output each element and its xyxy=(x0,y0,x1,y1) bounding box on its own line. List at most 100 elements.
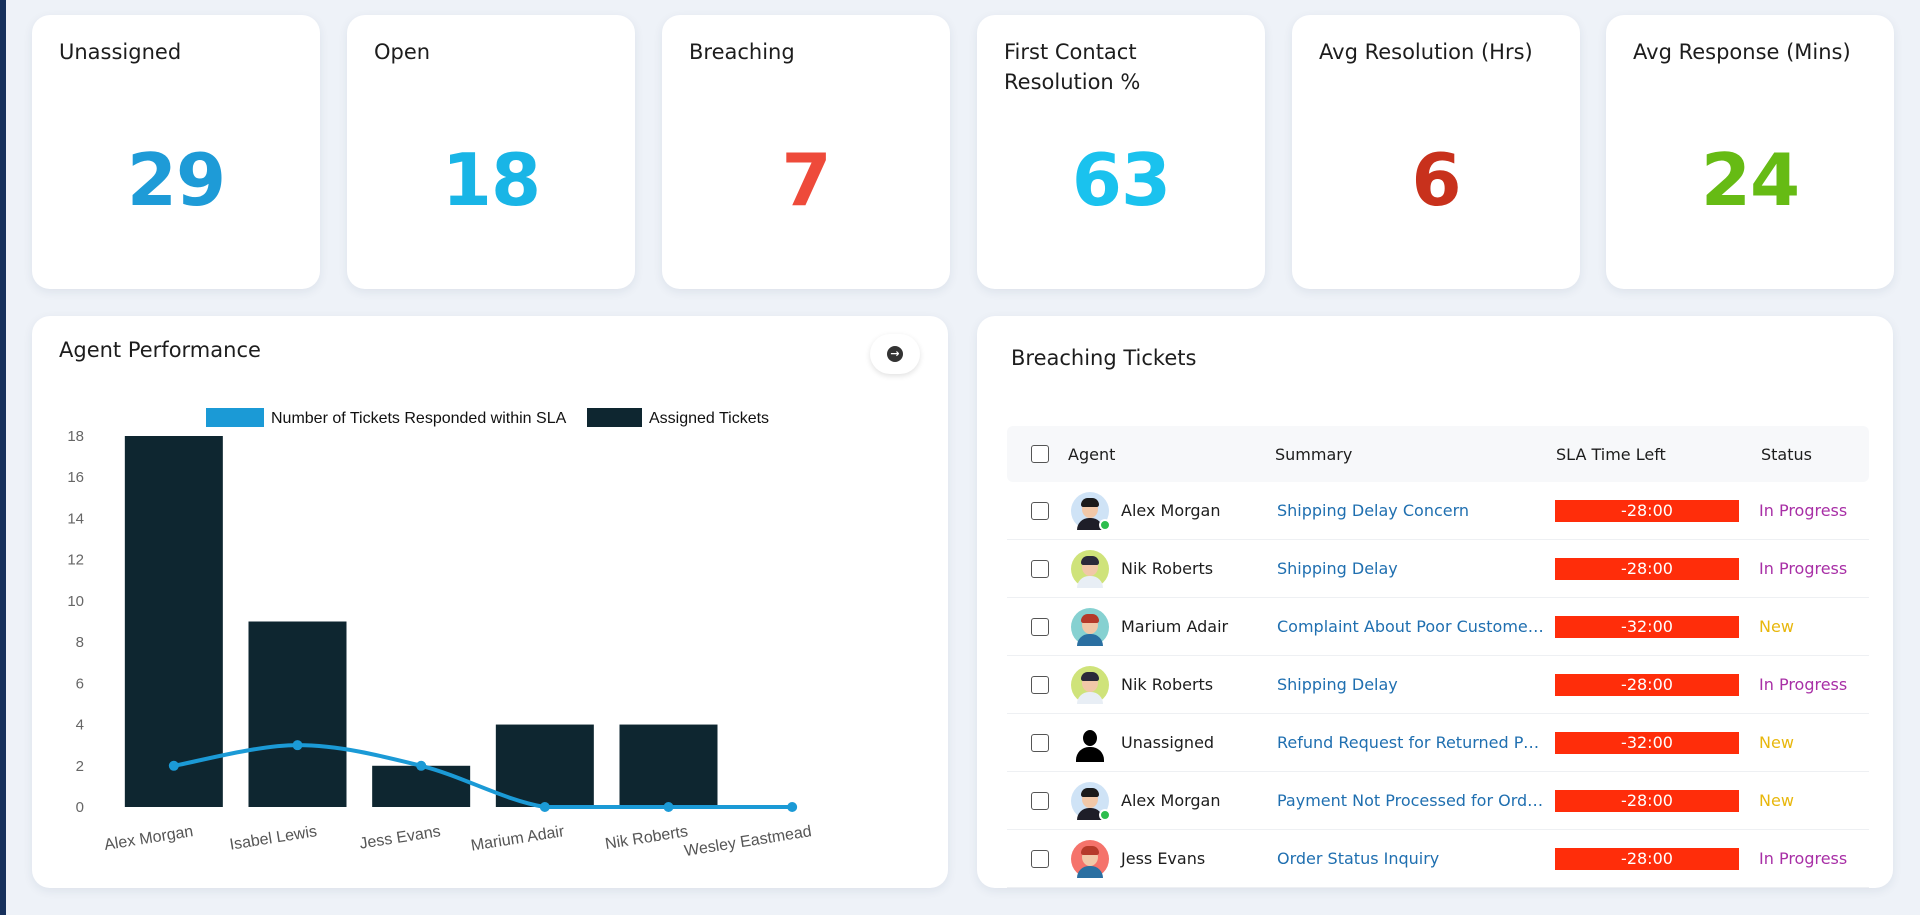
kpi-card-first-contact-resolution[interactable]: First Contact Resolution % 63 xyxy=(977,15,1265,289)
x-tick-label: Alex Morgan xyxy=(103,823,194,854)
kpi-title: Breaching xyxy=(689,40,795,64)
avatar xyxy=(1071,549,1109,588)
kpi-title: First Contact Resolution % xyxy=(1004,40,1141,94)
ticket-summary-link[interactable]: Complaint About Poor Customer... xyxy=(1277,617,1545,636)
row-checkbox[interactable] xyxy=(1031,675,1049,694)
agent-name: Unassigned xyxy=(1121,733,1215,752)
y-tick-label: 16 xyxy=(67,469,84,486)
row-checkbox[interactable] xyxy=(1031,559,1049,578)
ticket-summary-link[interactable]: Shipping Delay xyxy=(1277,675,1398,694)
line-sla-responses xyxy=(173,743,793,809)
kpi-value: 18 xyxy=(441,138,541,222)
bar-assigned-tickets xyxy=(124,436,223,807)
sla-time-left-badge: -32:00 xyxy=(1555,615,1739,638)
x-tick-label: Wesley Eastmead xyxy=(683,823,813,860)
online-status-icon xyxy=(1099,518,1111,531)
ticket-summary-link[interactable]: Shipping Delay Concern xyxy=(1277,501,1470,520)
header-agent[interactable]: Agent xyxy=(1068,444,1116,464)
header-status[interactable]: Status xyxy=(1761,444,1812,464)
legend-label-assigned: Assigned Tickets xyxy=(649,410,769,427)
ticket-summary-link[interactable]: Order Status Inquiry xyxy=(1277,849,1440,868)
table-row[interactable]: Alex Morgan Payment Not Processed for Ord… xyxy=(1007,772,1869,830)
left-nav-strip xyxy=(0,0,6,915)
agent-name: Nik Roberts xyxy=(1121,675,1214,694)
y-tick-label: 2 xyxy=(76,758,84,775)
ticket-summary-link[interactable]: Shipping Delay xyxy=(1277,559,1398,578)
agent-name: Jess Evans xyxy=(1121,849,1206,868)
y-tick-label: 10 xyxy=(67,593,84,610)
table-row[interactable]: Unassigned Refund Request for Returned Pr… xyxy=(1007,714,1869,772)
ticket-summary-link[interactable]: Payment Not Processed for Orde... xyxy=(1277,791,1545,810)
status-badge: New xyxy=(1759,791,1794,810)
y-tick-label: 4 xyxy=(76,717,84,734)
kpi-card-avg-resolution[interactable]: Avg Resolution (Hrs) 6 xyxy=(1292,15,1580,289)
kpi-card-open[interactable]: Open 18 xyxy=(347,15,635,289)
ticket-summary-link[interactable]: Refund Request for Returned Pro... xyxy=(1277,733,1545,752)
avatar xyxy=(1071,491,1111,531)
sla-time-left-badge: -28:00 xyxy=(1555,789,1739,812)
agent-name: Marium Adair xyxy=(1121,617,1229,636)
status-badge: In Progress xyxy=(1759,675,1848,694)
agent-name: Alex Morgan xyxy=(1121,791,1221,810)
kpi-value: 24 xyxy=(1700,138,1800,222)
select-all-checkbox[interactable] xyxy=(1031,445,1049,463)
kpi-card-breaching[interactable]: Breaching 7 xyxy=(662,15,950,289)
table-row[interactable]: Nik Roberts Shipping Delay -28:00 In Progre… xyxy=(1007,540,1869,598)
bar-assigned-tickets xyxy=(495,724,594,807)
kpi-title: Avg Resolution (Hrs) xyxy=(1319,40,1533,64)
table-row[interactable]: Alex Morgan Shipping Delay Concern -28:00 I… xyxy=(1007,482,1869,540)
row-checkbox[interactable] xyxy=(1031,733,1049,752)
sla-time-left-badge: -28:00 xyxy=(1555,673,1739,696)
avatar xyxy=(1071,781,1111,821)
sla-time-left-badge: -28:00 xyxy=(1555,557,1739,580)
status-badge: New xyxy=(1759,733,1794,752)
avatar xyxy=(1071,723,1109,762)
table-row[interactable]: Jess Evans Order Status Inquiry -28:00 In P… xyxy=(1007,830,1869,888)
y-tick-label: 0 xyxy=(76,799,84,816)
row-checkbox[interactable] xyxy=(1031,849,1049,868)
line-point-sla xyxy=(539,802,550,812)
line-point-sla xyxy=(416,760,427,771)
legend-swatch-assigned xyxy=(587,408,642,427)
agent-performance-panel: Agent Performance → Number of Tickets Re… xyxy=(32,316,948,888)
y-tick-label: 6 xyxy=(76,675,84,692)
bar-assigned-tickets xyxy=(372,765,471,807)
agent-name: Nik Roberts xyxy=(1121,559,1214,578)
bar-assigned-tickets xyxy=(619,724,718,807)
table-header: Agent Summary SLA Time Left Status xyxy=(1007,426,1869,482)
header-sla[interactable]: SLA Time Left xyxy=(1556,444,1666,464)
sla-time-left-badge: -28:00 xyxy=(1555,847,1739,870)
status-badge: In Progress xyxy=(1759,849,1848,868)
kpi-value: 7 xyxy=(781,138,831,222)
line-point-sla xyxy=(787,802,798,812)
status-badge: In Progress xyxy=(1759,559,1848,578)
kpi-card-avg-response[interactable]: Avg Response (Mins) 24 xyxy=(1606,15,1894,289)
kpi-title: Open xyxy=(374,40,431,64)
y-tick-label: 8 xyxy=(76,634,84,651)
agent-performance-nav-button[interactable]: → xyxy=(870,334,920,374)
status-badge: In Progress xyxy=(1759,501,1848,520)
sla-time-left-badge: -28:00 xyxy=(1555,499,1739,522)
sla-time-left-badge: -32:00 xyxy=(1555,731,1739,754)
online-status-icon xyxy=(1099,808,1111,821)
kpi-title: Avg Response (Mins) xyxy=(1633,40,1851,64)
status-badge: New xyxy=(1759,617,1794,636)
agent-performance-chart: Number of Tickets Responded within SLA As… xyxy=(67,408,813,860)
panel-title: Breaching Tickets xyxy=(1011,346,1197,370)
header-summary[interactable]: Summary xyxy=(1275,444,1353,464)
x-tick-label: Isabel Lewis xyxy=(229,823,319,854)
row-checkbox[interactable] xyxy=(1031,501,1049,520)
avatar xyxy=(1071,839,1109,878)
table-row[interactable]: Marium Adair Complaint About Poor Custome… xyxy=(1007,598,1869,656)
table-row[interactable]: Nik Roberts Shipping Delay -28:00 In Progre… xyxy=(1007,656,1869,714)
line-point-sla xyxy=(292,740,303,751)
avatar xyxy=(1071,665,1109,704)
x-tick-label: Marium Adair xyxy=(470,823,566,855)
row-checkbox[interactable] xyxy=(1031,617,1049,636)
line-point-sla xyxy=(168,760,179,771)
row-checkbox[interactable] xyxy=(1031,791,1049,810)
breaching-table: Agent Summary SLA Time Left Status Alex … xyxy=(1007,426,1869,888)
legend-swatch-sla xyxy=(206,408,264,427)
kpi-card-unassigned[interactable]: Unassigned 29 xyxy=(32,15,320,289)
panel-title: Agent Performance xyxy=(59,338,261,362)
